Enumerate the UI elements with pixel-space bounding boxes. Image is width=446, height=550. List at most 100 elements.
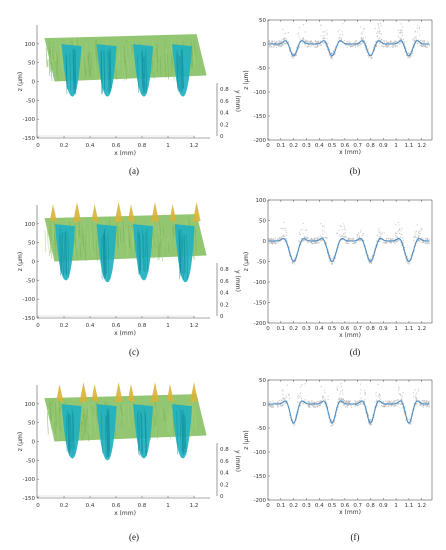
raw-point	[420, 229, 422, 232]
panel-label-d: (d)	[350, 347, 361, 357]
surface-streak	[74, 219, 76, 238]
y-depth-tick-label: 0.2	[220, 482, 229, 488]
raw-point	[395, 399, 397, 402]
raw-point	[273, 238, 275, 240]
raw-point	[331, 52, 333, 55]
surface-streak	[193, 42, 196, 56]
z-tick-label: -150	[23, 316, 36, 322]
raw-point	[305, 236, 307, 238]
mean-profile-line	[268, 40, 430, 57]
raw-point	[428, 406, 430, 408]
surface-plot-e: 100 50 0 -50 -100 -150 z (μm) 0 0.2 0.4 0.6 0.8 1 1.2…	[17, 382, 241, 517]
surface-streak	[127, 403, 130, 428]
raw-point	[274, 402, 277, 404]
surface-streak	[52, 46, 54, 60]
raw-point	[417, 233, 420, 235]
x-tick-label: 0.9	[379, 143, 388, 149]
raw-point	[395, 41, 397, 43]
raw-point	[420, 240, 422, 242]
raw-point	[415, 396, 417, 398]
raw-point	[320, 24, 322, 26]
raw-point	[344, 39, 346, 41]
raw-point	[402, 392, 404, 394]
raw-point	[389, 237, 391, 239]
raw-point	[360, 32, 362, 34]
groove-streak	[63, 232, 66, 274]
raw-point	[383, 406, 385, 408]
raw-point	[277, 405, 279, 407]
groove-streak	[180, 230, 183, 274]
surface-streak	[94, 49, 96, 58]
x-axis-label: x (mm)	[339, 149, 361, 156]
raw-point	[280, 405, 282, 407]
raw-point	[296, 401, 299, 403]
x-axis-label: x (mm)	[339, 332, 361, 339]
raw-point	[307, 41, 309, 43]
surface-streak	[121, 49, 124, 71]
groove-streak	[182, 410, 184, 456]
raw-point	[388, 42, 390, 44]
surface-streak	[153, 413, 156, 427]
x-tick-label: 0	[36, 323, 40, 329]
raw-point	[280, 399, 282, 401]
raw-point	[339, 393, 341, 395]
raw-point	[281, 235, 283, 237]
raw-point	[362, 42, 364, 44]
x-tick-label: 0.6	[112, 323, 121, 329]
raw-point	[285, 234, 288, 236]
raw-point	[307, 241, 309, 244]
surface-streak	[56, 52, 59, 65]
raw-point	[401, 396, 403, 398]
raw-point	[302, 233, 304, 235]
raw-point	[302, 39, 304, 41]
raw-point	[323, 225, 325, 228]
surface-streak	[193, 49, 195, 65]
raw-point	[413, 392, 415, 394]
raw-point	[301, 228, 303, 230]
raw-point	[428, 400, 430, 402]
raw-point	[275, 46, 277, 48]
surface-streak	[45, 47, 48, 68]
raw-point	[311, 400, 313, 402]
raw-point	[364, 393, 366, 396]
surface-streak	[95, 39, 98, 66]
raw-point	[310, 402, 312, 404]
raw-point	[398, 386, 400, 388]
raw-point	[310, 404, 312, 406]
raw-point	[272, 400, 274, 402]
raw-point	[280, 404, 282, 406]
surface-streak	[89, 238, 92, 261]
raw-traces	[267, 221, 431, 265]
raw-point	[357, 45, 359, 47]
raw-point	[362, 233, 364, 235]
raw-point	[299, 392, 302, 394]
groove-streak	[67, 233, 70, 278]
raw-point	[408, 56, 410, 58]
surface-streak	[58, 40, 61, 52]
raw-point	[316, 400, 319, 403]
raw-point	[425, 242, 427, 244]
raw-point	[378, 32, 380, 34]
raw-point	[426, 239, 429, 241]
z-tick-label: -150	[23, 136, 36, 142]
raw-point	[343, 227, 345, 229]
surface-streak	[50, 401, 52, 421]
raw-point	[381, 45, 383, 47]
raw-point	[276, 402, 278, 404]
z-axis-label: z (μm)	[17, 432, 24, 451]
raw-point	[416, 42, 418, 44]
x-tick-label: 0.3	[302, 143, 311, 149]
x-tick-label: 0.8	[138, 143, 147, 149]
surface-streak	[82, 418, 85, 436]
raw-point	[425, 400, 427, 403]
surface-streak	[82, 229, 85, 250]
raw-point	[291, 261, 293, 264]
raw-point	[399, 393, 402, 395]
surface-streak	[59, 45, 62, 66]
surface-streak	[165, 46, 168, 73]
raw-point	[309, 45, 311, 48]
groove-ridge-right	[151, 202, 159, 223]
surface-streak	[90, 51, 93, 70]
surface-streak	[89, 222, 92, 241]
